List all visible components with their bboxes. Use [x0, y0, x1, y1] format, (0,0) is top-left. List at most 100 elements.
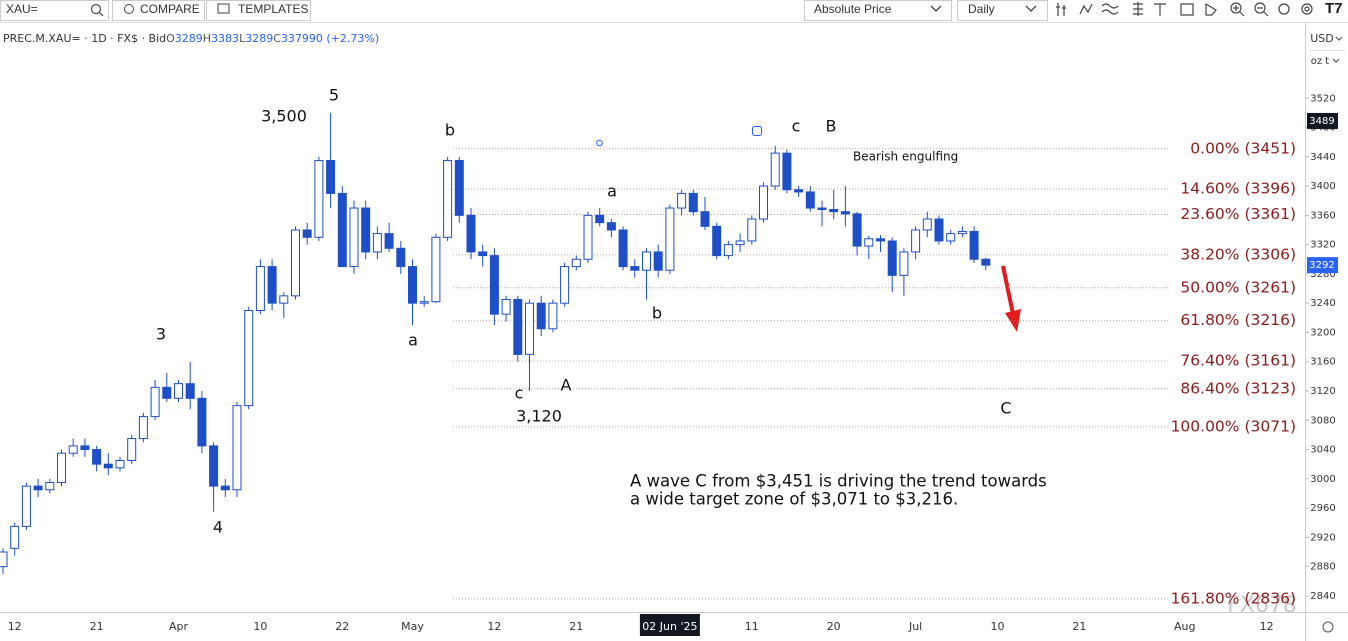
candle-body — [922, 218, 932, 231]
currency-box[interactable] — [1306, 23, 1348, 50]
x-tick-label: 11 — [745, 620, 759, 633]
fib-label: 61.80% (3216) — [1180, 311, 1296, 329]
candle-body — [899, 251, 909, 276]
candle-body — [220, 485, 230, 491]
ohlc-label: H — [203, 32, 211, 45]
candle-body — [548, 302, 558, 330]
y-tick-label: 3360 — [1310, 210, 1335, 221]
candle-body — [408, 266, 417, 304]
candle-body — [197, 397, 207, 447]
candle-body — [642, 251, 651, 271]
candle-body — [782, 152, 792, 191]
candle-body — [560, 266, 570, 304]
tool-icons[interactable] — [1056, 2, 1313, 17]
drawing-handle[interactable] — [596, 139, 603, 147]
dropdown-arrow — [930, 5, 942, 12]
candle-body — [115, 460, 125, 469]
candle-body — [887, 240, 897, 276]
candle-body — [57, 452, 66, 483]
candle-body — [302, 229, 312, 238]
candle-body — [314, 159, 324, 238]
last-price-box — [1307, 257, 1338, 274]
wave-label: Bearish engulfing — [853, 150, 958, 164]
candle-body — [583, 214, 593, 260]
candle-body — [361, 207, 371, 253]
x-tick-label: 10 — [991, 620, 1005, 633]
ohlc-label: O — [166, 32, 175, 45]
direction-arrow — [1001, 265, 1015, 315]
candle-body — [33, 485, 43, 491]
candle-body — [759, 185, 768, 220]
change: 90 (+2.73%) — [309, 32, 379, 45]
candle-body — [150, 386, 160, 418]
candle-body — [80, 445, 90, 451]
y-tick-label: 3160 — [1310, 357, 1335, 368]
candle-body — [735, 240, 745, 246]
compare-button[interactable] — [112, 0, 205, 21]
wave-label: 5 — [329, 86, 339, 105]
last-price-label: 3292 — [1309, 260, 1334, 271]
interval-dropdown[interactable] — [957, 0, 1048, 21]
settings-icon[interactable] — [1322, 621, 1334, 633]
x-tick-label: May — [401, 620, 424, 633]
dropdown-arrow — [1332, 58, 1340, 63]
candle-body — [396, 247, 406, 268]
candle-body — [513, 299, 523, 355]
candle-body — [291, 229, 300, 297]
x-tick-label: Jul — [908, 620, 922, 633]
templates-button[interactable] — [206, 0, 311, 21]
candle-body — [489, 255, 499, 315]
y-tick-label: 3000 — [1310, 474, 1335, 485]
candle-body — [852, 213, 862, 247]
candle-body — [805, 191, 815, 209]
fib-label: 23.60% (3361) — [1180, 205, 1296, 223]
candle-body — [10, 525, 20, 549]
candle-body — [419, 301, 429, 304]
search-text: XAU= — [6, 2, 38, 16]
candle-body — [677, 192, 687, 209]
wave-label: c — [515, 384, 524, 403]
fib-label: 100.00% (3071) — [1171, 417, 1296, 435]
candle-body — [267, 266, 277, 304]
candle-body — [185, 383, 195, 399]
wave-label: b — [445, 121, 455, 140]
candle-body — [174, 383, 183, 399]
candle-body — [162, 386, 172, 399]
candle-body — [723, 244, 733, 257]
candle-body — [103, 463, 113, 469]
search-box[interactable] — [0, 0, 109, 21]
candle-body — [794, 189, 804, 193]
x-tick-label: 21 — [1072, 620, 1086, 633]
candle-body — [384, 233, 394, 249]
drawing-handle[interactable] — [752, 126, 762, 136]
candle-body — [571, 258, 581, 268]
symbol: PREC.M.XAU= · 1D · FX$ · Bid — [3, 32, 166, 45]
x-tick-label: Apr — [169, 620, 189, 633]
x-tick-label: 21 — [90, 620, 104, 633]
wave-label: b — [652, 304, 662, 323]
search-icon — [90, 3, 102, 15]
ohlc-value: 3289 — [175, 32, 203, 45]
candle-body — [876, 238, 885, 242]
x-tick-label: 22 — [335, 620, 349, 633]
wave-label: B — [826, 117, 837, 136]
x-tick-label: 12 — [1260, 620, 1274, 633]
candle-body — [326, 159, 336, 194]
candle-body — [829, 208, 839, 213]
note-line: a wide target zone of $3,071 to $3,216. — [630, 490, 958, 509]
candle-body — [747, 218, 757, 242]
x-tick-label: Aug — [1174, 620, 1195, 633]
y-tick-label: 3120 — [1310, 386, 1335, 397]
ohlc-value: 3289 — [245, 32, 273, 45]
crosshair-date-box — [639, 614, 700, 636]
x-tick-label: 12 — [8, 620, 22, 633]
price-mode-label: Absolute Price — [814, 2, 892, 16]
price-mode-dropdown[interactable] — [804, 0, 952, 21]
candle-body — [817, 207, 827, 210]
wave-label: a — [408, 331, 418, 350]
candle-body — [665, 207, 675, 271]
candle-body — [443, 159, 453, 238]
ohlc-label: C — [273, 32, 281, 45]
search-icon — [98, 11, 104, 17]
